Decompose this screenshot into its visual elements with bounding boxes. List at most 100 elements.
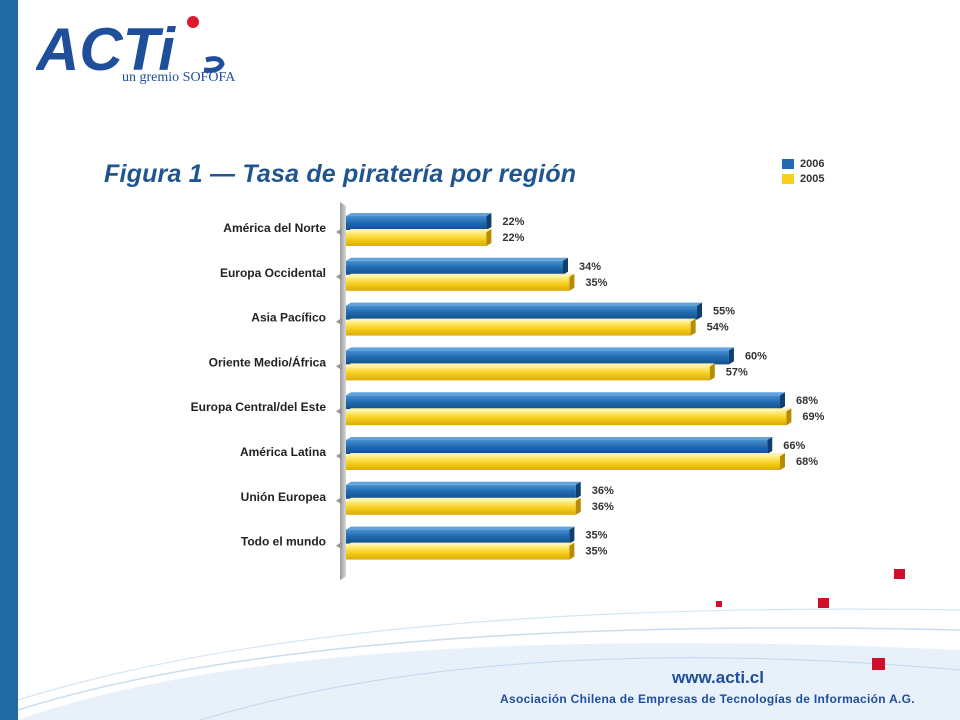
- legend-item-2006: 2006: [782, 156, 824, 171]
- axis-tick: [336, 407, 342, 416]
- axis-tick: [336, 317, 342, 326]
- bar-cap-2006: [728, 347, 734, 365]
- bar-top-2006: [346, 302, 703, 306]
- chart-axis-wall: [340, 202, 346, 581]
- bar-top-2005: [346, 497, 581, 501]
- bar-2006: [346, 484, 576, 499]
- bar-2005: [346, 321, 691, 336]
- value-label-2005: 68%: [796, 456, 818, 468]
- axis-tick: [336, 272, 342, 281]
- bar-2006: [346, 305, 698, 320]
- bar-cap-2006: [563, 257, 568, 275]
- legend-label-2006: 2006: [800, 157, 825, 170]
- bar-2005: [346, 456, 780, 470]
- value-label-2005: 54%: [707, 322, 729, 334]
- bar-cap-2006: [486, 213, 492, 230]
- legend-label-2005: 2005: [800, 172, 825, 185]
- value-label-2006: 66%: [783, 440, 805, 452]
- bar-2006: [346, 529, 570, 544]
- bar-2005: [346, 232, 487, 246]
- category-label: Todo el mundo: [241, 535, 326, 549]
- bar-top-2006: [346, 213, 492, 216]
- bar-cap-2005: [575, 497, 581, 515]
- bar-2005: [346, 366, 710, 381]
- footer-wave-decoration: [17, 569, 960, 720]
- axis-tick: [336, 228, 342, 236]
- bar-top-2006: [346, 526, 575, 530]
- axis-tick: [336, 362, 342, 371]
- red-square-icon: [872, 658, 885, 670]
- bar-cap-2005: [690, 318, 696, 336]
- bar-2006: [346, 216, 487, 230]
- legend-swatch-2006: [782, 158, 794, 169]
- legend-item-2005: 2005: [782, 171, 824, 186]
- value-label-2005: 22%: [502, 232, 524, 244]
- logo-subtitle: un gremio SOFOFA: [122, 70, 236, 85]
- value-label-2005: 36%: [592, 501, 614, 513]
- acti-logo: ACTi: [36, 16, 225, 83]
- value-label-2005: 69%: [802, 411, 824, 423]
- bar-2006: [346, 350, 729, 365]
- value-label-2006: 55%: [713, 306, 735, 318]
- bar-cap-2006: [697, 302, 703, 320]
- logo-swoosh-icon: [203, 56, 225, 73]
- bar-cap-2005: [569, 273, 575, 291]
- footer-url[interactable]: www.acti.cl: [672, 668, 764, 687]
- axis-tick: [336, 541, 342, 550]
- bar-top-2006: [346, 347, 734, 351]
- chart-title: Figura 1 — Tasa de piratería por región: [104, 160, 577, 188]
- red-square-icon: [716, 601, 722, 607]
- value-label-2006: 22%: [502, 216, 524, 228]
- category-label: América del Norte: [223, 221, 326, 235]
- bar-cap-2005: [486, 229, 492, 246]
- bar-2005: [346, 276, 570, 291]
- category-label: Unión Europea: [241, 490, 327, 504]
- bar-top-2005: [346, 273, 575, 277]
- axis-tick: [336, 452, 342, 460]
- bar-top-2005: [346, 363, 715, 367]
- chart-legend: 2006 2005: [782, 156, 824, 186]
- bar-2006: [346, 440, 768, 454]
- value-label-2005: 35%: [585, 546, 607, 558]
- value-label-2006: 34%: [579, 261, 601, 273]
- bar-top-2005: [346, 318, 696, 322]
- red-square-icon: [818, 598, 829, 608]
- bar-top-2005: [346, 453, 785, 456]
- bar-top-2005: [346, 542, 575, 546]
- bar-2005: [346, 500, 576, 515]
- axis-tick: [336, 496, 342, 505]
- value-label-2006: 60%: [745, 350, 767, 362]
- bar-cap-2006: [780, 392, 785, 410]
- bar-2005: [346, 545, 570, 560]
- category-label: Europa Central/del Este: [191, 400, 327, 414]
- bar-top-2005: [346, 408, 792, 412]
- bar-cap-2005: [569, 542, 575, 560]
- category-label: Asia Pacífico: [251, 311, 326, 325]
- red-square-icon: [894, 569, 905, 579]
- value-label-2006: 35%: [585, 530, 607, 542]
- bar-2005: [346, 411, 787, 426]
- value-label-2005: 35%: [585, 277, 607, 289]
- bar-cap-2005: [709, 363, 715, 381]
- bar-top-2005: [346, 229, 492, 232]
- bar-cap-2006: [569, 526, 575, 544]
- left-accent-bar: [0, 0, 18, 720]
- category-label: América Latina: [240, 445, 326, 459]
- value-label-2006: 68%: [796, 395, 818, 407]
- legend-swatch-2005: [782, 173, 794, 184]
- bar-top-2006: [346, 257, 568, 261]
- bar-cap-2005: [786, 408, 792, 426]
- category-label: Oriente Medio/África: [209, 354, 327, 369]
- bar-2006: [346, 395, 780, 410]
- bar-cap-2006: [767, 437, 773, 454]
- bar-cap-2006: [575, 481, 581, 499]
- bar-cap-2005: [780, 453, 785, 470]
- logo-dot-icon: [187, 16, 199, 28]
- logo-text: ACTi: [36, 16, 176, 83]
- footer-organization: Asociación Chilena de Empresas de Tecnol…: [500, 692, 915, 706]
- bar-top-2006: [346, 481, 581, 485]
- category-label: Europa Occidental: [220, 266, 326, 280]
- value-label-2005: 57%: [726, 366, 748, 378]
- bar-2006: [346, 260, 563, 275]
